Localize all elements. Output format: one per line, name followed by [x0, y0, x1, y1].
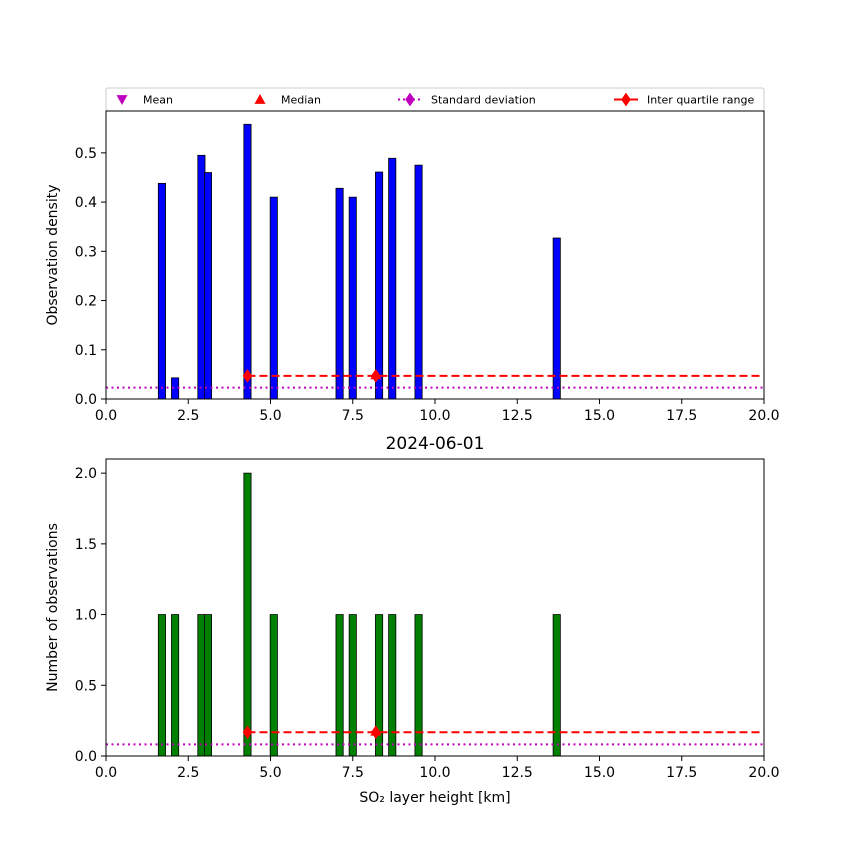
y-tick-label: 0.1: [75, 343, 97, 359]
count-x-axis-label: SO₂ layer height [km]: [359, 790, 510, 806]
y-tick-label: 0.2: [75, 294, 97, 310]
x-tick-label: 0.0: [95, 408, 117, 424]
y-tick-label: 0.3: [75, 244, 97, 260]
bar: [203, 614, 213, 757]
x-tick-label: 10.0: [419, 765, 450, 781]
legend-mean-marker: [116, 95, 128, 105]
legend-entry: Median: [254, 94, 321, 107]
bar: [414, 164, 423, 400]
legend-label: Median: [281, 94, 321, 107]
bar: [157, 614, 166, 757]
y-tick-label: 2.0: [75, 466, 97, 482]
bar: [388, 157, 397, 400]
x-tick-label: 15.0: [584, 765, 615, 781]
legend-entry: Mean: [116, 94, 173, 107]
legend: Mean Median Standard deviation Inter quarti…: [105, 87, 765, 112]
bar: [243, 472, 252, 757]
legend-std-marker: [405, 92, 415, 107]
iqr-marker: [242, 368, 253, 383]
count-y-axis-label: Number of observations: [45, 523, 61, 692]
bar: [552, 614, 561, 757]
x-tick-label: 5.0: [259, 408, 281, 424]
x-tick-label: 17.5: [666, 408, 697, 424]
density-y-axis-label: Observation density: [45, 184, 61, 325]
legend-iqr-marker: [621, 92, 631, 107]
bar: [348, 614, 357, 757]
bar: [171, 614, 180, 757]
x-tick-label: 10.0: [419, 408, 450, 424]
y-tick-label: 0.0: [75, 392, 97, 408]
bar: [157, 182, 166, 400]
x-tick-label: 7.5: [342, 408, 364, 424]
median-marker: [370, 725, 382, 736]
y-tick-label: 0.5: [75, 678, 97, 694]
density-panel: 0.0 2.5 5.0 7.5 10.0 12.5 15.0 17.5 20.0 0.0 0.1 0…: [45, 110, 780, 424]
count-panel-title: 2024-06-01: [386, 434, 485, 454]
x-tick-label: 0.0: [95, 765, 117, 781]
x-tick-label: 5.0: [259, 765, 281, 781]
x-tick-label: 2.5: [177, 765, 199, 781]
bar: [335, 187, 344, 400]
bar: [197, 154, 206, 400]
legend-entry: Standard deviation: [398, 92, 536, 107]
y-tick-label: 1.5: [75, 537, 97, 553]
x-tick-label: 2.5: [177, 408, 199, 424]
legend-median-marker: [254, 94, 266, 104]
median-marker: [370, 369, 382, 380]
bar: [269, 196, 278, 400]
x-tick-label: 12.5: [502, 408, 533, 424]
bar: [203, 172, 213, 400]
bar: [243, 123, 252, 400]
legend-label: Mean: [143, 94, 173, 107]
y-tick-label: 0.4: [75, 195, 97, 211]
bar: [269, 614, 278, 757]
legend-entry: Inter quartile range: [614, 92, 754, 107]
y-tick-label: 0.5: [75, 146, 97, 162]
bar: [348, 196, 357, 400]
x-tick-label: 7.5: [342, 765, 364, 781]
bar: [414, 614, 423, 757]
bar: [388, 614, 397, 757]
x-tick-label: 17.5: [666, 765, 697, 781]
x-tick-label: 20.0: [748, 765, 779, 781]
x-tick-label: 20.0: [748, 408, 779, 424]
bar: [552, 237, 561, 400]
count-panel: 2024-06-01 0.0 2.5 5.0 7.5 10.0 12.5 15.0 17.5 2…: [45, 434, 780, 806]
iqr-marker: [242, 725, 253, 740]
legend-label: Standard deviation: [431, 94, 536, 107]
x-tick-label: 12.5: [502, 765, 533, 781]
bar: [335, 614, 344, 757]
x-tick-label: 15.0: [584, 408, 615, 424]
y-tick-label: 1.0: [75, 608, 97, 624]
bar: [197, 614, 206, 757]
legend-label: Inter quartile range: [647, 94, 754, 107]
y-tick-label: 0.0: [75, 749, 97, 765]
bar: [375, 171, 384, 400]
